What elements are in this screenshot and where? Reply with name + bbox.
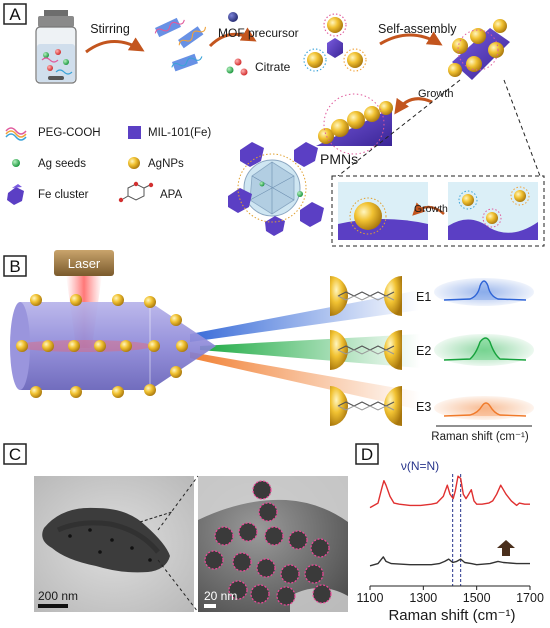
legend: PEG-COOH MIL-101(Fe) Ag seeds AgNPs Fe c… — [5, 126, 211, 205]
panel-a-badge — [3, 3, 27, 25]
pmn-structure-icon — [316, 93, 393, 155]
stirring-arrow — [85, 37, 145, 54]
nn-stretch-annotation: ν(N=N) — [401, 459, 439, 473]
legend-peg: PEG-COOH — [5, 127, 101, 141]
scale-bar-left — [38, 604, 68, 608]
citrate-label: Citrate — [255, 60, 291, 74]
beam-e3-label: E3 — [416, 400, 431, 414]
legend-ag-seeds: Ag seeds — [12, 158, 86, 170]
growth-inset: Growth — [331, 175, 545, 247]
legend-peg-label: PEG-COOH — [38, 127, 101, 139]
panel-b: B Laser — [3, 250, 534, 443]
x-axis-label: Raman shift (cm⁻¹) — [388, 607, 515, 624]
reaction-vial-icon — [35, 10, 77, 84]
growth-label-inset: Growth — [414, 203, 448, 215]
panel-d: D ν(N=N) 1100 1300 1500 1700 Raman shift (c… — [355, 443, 544, 624]
pmns-label: PMNs — [320, 151, 358, 167]
mof-precursor-icon — [228, 12, 238, 22]
panel-c-zoom-lines — [157, 475, 199, 613]
panel-d-label: D — [361, 445, 373, 464]
mof-precursor-label: MOF precursor — [218, 26, 299, 40]
tem-image-low-mag: 200 nm — [34, 476, 194, 612]
legend-fe-cluster: Fe cluster — [7, 184, 89, 205]
beam-e2-label: E2 — [416, 344, 431, 358]
junction-e1 — [330, 276, 402, 316]
panel-d-badge — [355, 443, 379, 465]
legend-agnps: AgNPs — [128, 157, 184, 170]
x-tick-label-1100: 1100 — [357, 591, 384, 605]
x-tick-label-1700: 1700 — [516, 591, 544, 605]
legend-apa-label: APA — [160, 189, 182, 201]
beam-e3 — [190, 352, 420, 410]
self-assembly-arrow — [379, 31, 443, 46]
spectrum-e2 — [434, 334, 534, 366]
assembled-mof-icon — [448, 19, 510, 80]
mof-framework-icon — [228, 142, 324, 236]
zoom-connectors — [337, 79, 541, 177]
probe-agnps — [16, 294, 188, 398]
beam-e2 — [200, 334, 420, 368]
sers-probe — [10, 294, 216, 398]
self-assembly-label: Self-assembly — [378, 22, 457, 36]
legend-mil-label: MIL-101(Fe) — [148, 127, 211, 139]
raman-axis-label: Raman shift (cm⁻¹) — [431, 431, 529, 443]
growth-arrow-top — [394, 97, 433, 115]
legend-fe-cluster-label: Fe cluster — [38, 189, 89, 201]
panel-c-badge — [3, 443, 27, 465]
junction-e3 — [330, 386, 402, 426]
legend-apa: APA — [118, 181, 182, 203]
x-tick-label-1500: 1500 — [463, 591, 491, 605]
scale-label-left: 200 nm — [38, 589, 78, 603]
panel-a-label: A — [9, 5, 21, 24]
mof-agnp-mixture-icon — [303, 13, 367, 72]
mof-precursor-arrow — [208, 27, 257, 48]
scale-label-right: 20 nm — [204, 589, 237, 603]
tem-agnps — [204, 480, 332, 606]
spectrum-e1 — [434, 278, 534, 306]
growth-label-top: Growth — [418, 88, 453, 100]
up-arrow-icon — [497, 540, 515, 556]
panel-c: C 200 nm — [3, 443, 348, 613]
stirring-label: Stirring — [90, 22, 130, 36]
legend-ag-seeds-label: Ag seeds — [38, 158, 86, 170]
legend-mil: MIL-101(Fe) — [128, 126, 211, 139]
laser-label: Laser — [68, 256, 101, 271]
beam-e1 — [190, 290, 420, 342]
series-line-1 — [369, 556, 530, 567]
x-tick-label-1300: 1300 — [409, 591, 437, 605]
spectrum-e3 — [434, 396, 534, 420]
legend-agnps-label: AgNPs — [148, 158, 184, 170]
tem-image-high-mag: 20 nm — [198, 476, 348, 612]
junction-e2 — [330, 330, 402, 370]
polymer-bundles-icon — [154, 17, 206, 72]
panel-b-badge — [3, 255, 27, 277]
raman-chart: 1100 1300 1500 1700 — [357, 474, 544, 605]
citrate-icon — [226, 58, 248, 76]
scale-bar-right — [204, 604, 216, 608]
panel-c-label: C — [9, 445, 21, 464]
panel-a: A Stirring — [3, 3, 545, 247]
series-line-0 — [369, 475, 530, 509]
panel-b-label: B — [9, 257, 20, 276]
beam-e1-label: E1 — [416, 290, 431, 304]
